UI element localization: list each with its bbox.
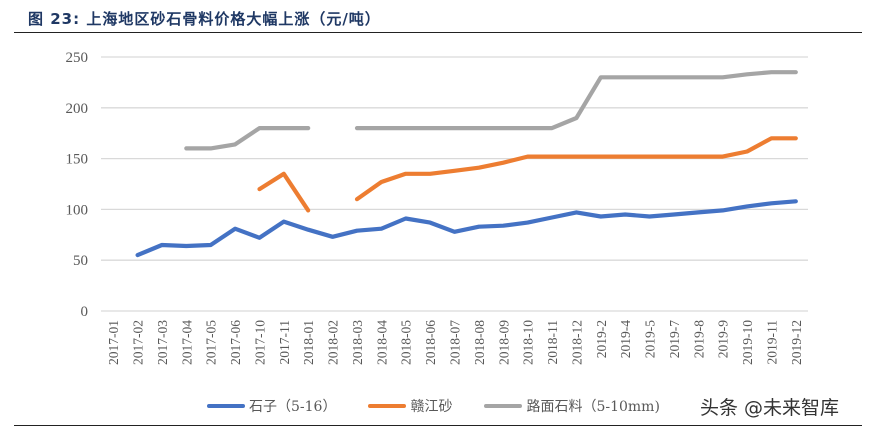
legend-item-stone: 石子（5-16） xyxy=(207,396,336,416)
x-tick-label: 2017-03 xyxy=(155,320,170,365)
x-tick-label: 2018-04 xyxy=(374,320,389,365)
x-tick-label: 2018-12 xyxy=(569,320,584,365)
x-tick-label: 2019-9 xyxy=(716,320,731,358)
x-tick-label: 2017-11 xyxy=(277,320,292,365)
x-tick-label: 2019-11 xyxy=(764,320,779,365)
x-tick-label: 2017-10 xyxy=(252,320,267,365)
x-tick-label: 2018-09 xyxy=(496,320,511,365)
x-tick-label: 2018-08 xyxy=(472,320,487,365)
series-lines xyxy=(135,70,798,258)
x-tick-label: 2019-7 xyxy=(667,320,682,358)
y-axis-ticks: 0 50 100 150 200 250 xyxy=(66,50,89,320)
legend: 石子（5-16） 赣江砂 路面石料（5-10mm) xyxy=(207,396,692,416)
x-tick-label: 2017-01 xyxy=(106,320,121,365)
y-tick-label: 50 xyxy=(73,253,88,269)
y-tick-label: 200 xyxy=(66,101,89,117)
legend-swatch-orange xyxy=(368,404,407,408)
gridlines xyxy=(101,56,808,312)
y-tick-label: 150 xyxy=(66,152,89,168)
bottom-divider xyxy=(14,425,862,426)
series-line-2 xyxy=(354,70,798,131)
x-tick-label: 2018-06 xyxy=(423,320,438,365)
y-tick-label: 250 xyxy=(66,50,89,66)
x-tick-label: 2017-06 xyxy=(228,320,243,365)
y-tick-label: 0 xyxy=(81,304,89,320)
x-tick-label: 2017-04 xyxy=(179,320,194,365)
x-tick-label: 2019-4 xyxy=(618,320,633,358)
watermark: 头条 @未来智库 xyxy=(700,397,840,419)
series-line-2 xyxy=(184,126,311,151)
x-tick-label: 2018-10 xyxy=(521,320,536,365)
title-divider xyxy=(14,32,862,33)
x-tick-label: 2018-01 xyxy=(301,320,316,365)
y-tick-label: 100 xyxy=(66,202,89,218)
legend-swatch-blue xyxy=(207,404,245,408)
series-line-0 xyxy=(135,199,798,258)
legend-label: 赣江砂 xyxy=(410,399,453,415)
x-tick-label: 2019-10 xyxy=(740,320,755,365)
legend-item-ganjiang-sand: 赣江砂 xyxy=(368,396,452,416)
x-tick-label: 2018-05 xyxy=(399,320,414,365)
x-tick-label: 2019-5 xyxy=(643,320,658,358)
x-tick-label: 2019-2 xyxy=(594,320,609,358)
series-line-1 xyxy=(257,171,311,213)
x-tick-label: 2018-07 xyxy=(448,320,463,365)
series-line-1 xyxy=(354,136,798,202)
x-tick-label: 2019-12 xyxy=(789,320,804,365)
x-tick-label: 2017-05 xyxy=(204,320,219,365)
x-tick-label: 2017-02 xyxy=(131,320,146,365)
legend-label: 石子（5-16） xyxy=(249,399,337,415)
x-tick-label: 2018-02 xyxy=(326,320,341,365)
x-tick-label: 2018-03 xyxy=(350,320,365,365)
x-axis-ticks: 2017-01 2017-02 2017-03 2017-04 2017-05 2017-… xyxy=(106,320,804,365)
legend-swatch-gray xyxy=(484,404,523,408)
x-tick-label: 2019-8 xyxy=(691,320,706,358)
legend-item-road-aggregate: 路面石料（5-10mm) xyxy=(484,396,660,416)
chart-title: 图 23: 上海地区砂石骨料价格大幅上涨（元/吨） xyxy=(28,10,381,28)
legend-label: 路面石料（5-10mm) xyxy=(526,399,660,415)
x-tick-label: 2018-11 xyxy=(545,320,560,365)
